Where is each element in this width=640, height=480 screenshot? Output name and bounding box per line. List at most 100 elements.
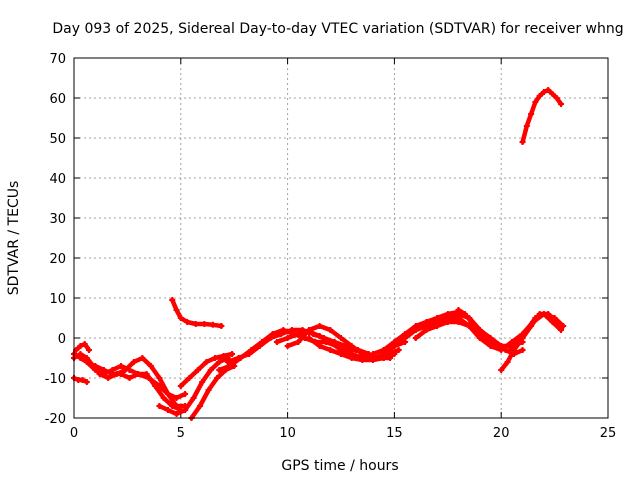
data-point [476,327,483,333]
series-arc-2 [71,351,189,409]
plot-frame [73,57,609,419]
data-point [523,327,530,333]
data-point [395,347,402,353]
data-point [485,335,492,341]
data-point [197,403,204,409]
series-arc-4 [73,341,92,353]
data-point [532,315,539,321]
x-axis-label: GPS time / hours [281,458,398,474]
data-point [105,375,112,381]
data-point [327,347,334,353]
data-point [177,315,184,321]
data-point [359,357,366,363]
y-tick-label: -20 [45,412,66,427]
data-point [558,327,565,333]
data-point [316,343,323,349]
data-point [532,99,539,105]
data-point [278,331,285,337]
data-point [553,95,560,101]
data-point [205,387,212,393]
data-point [423,327,430,333]
data-point [126,375,133,381]
data-point [83,379,90,385]
data-point [169,403,176,409]
data-point [77,351,84,357]
data-point [194,367,201,373]
grid [74,58,608,418]
data-point [135,371,142,377]
data-point [391,351,398,357]
data-point [229,351,236,357]
data-point [81,341,88,347]
data-point [316,323,323,329]
data-point [468,319,475,325]
data-point [370,357,377,363]
data-point [117,371,124,377]
data-point [412,323,419,329]
data-point [226,363,233,369]
data-point [192,321,199,327]
data-point [380,347,387,353]
data-point [549,319,556,325]
data-series [71,87,567,421]
data-point [327,327,334,333]
series-arc-22 [506,311,565,353]
data-point [160,395,167,401]
data-point [109,371,116,377]
series-arc-23 [519,87,565,145]
data-point [173,411,180,417]
y-tick-label: 50 [49,132,66,147]
y-tick-label: 10 [49,292,66,307]
data-point [498,367,505,373]
data-point [182,407,189,413]
data-point [246,351,253,357]
data-point [295,339,302,345]
data-point [177,383,184,389]
data-point [284,335,291,341]
data-point [156,403,163,409]
data-point [211,355,218,361]
data-point [267,335,274,341]
data-point [444,319,451,325]
data-point [190,395,197,401]
data-point [461,311,468,317]
series-arc-7 [169,297,225,329]
y-axis-label: SDTVAR / TECUs [6,181,22,296]
y-tick-label: 40 [49,172,66,187]
data-point [288,327,295,333]
data-point [455,319,462,325]
data-point [338,335,344,341]
data-point [348,343,355,349]
y-tick-label: 70 [49,52,66,67]
data-point [504,359,511,365]
y-tick-label: 60 [49,92,66,107]
x-tick-label: 0 [70,426,78,441]
data-point [316,333,323,339]
chart-title: Day 093 of 2025, Sidereal Day-to-day VTE… [52,21,623,37]
data-point [560,323,567,329]
data-point [139,355,146,361]
data-point [348,355,355,361]
data-point [77,343,84,349]
data-point [143,371,150,377]
series-arc-9 [182,355,231,413]
data-point [83,355,90,361]
data-point [207,367,214,373]
data-point [305,327,312,333]
data-point [549,91,556,97]
data-point [216,367,223,373]
data-point [466,323,473,329]
data-point [201,321,208,327]
data-point [423,319,430,325]
data-point [85,347,92,353]
series-line [182,355,231,413]
data-point [164,391,171,397]
data-point [199,379,206,385]
data-point [455,307,462,313]
data-point [164,407,171,413]
data-point [359,351,366,357]
data-point [528,111,535,117]
data-point [284,343,291,349]
x-tick-label: 25 [600,426,617,441]
